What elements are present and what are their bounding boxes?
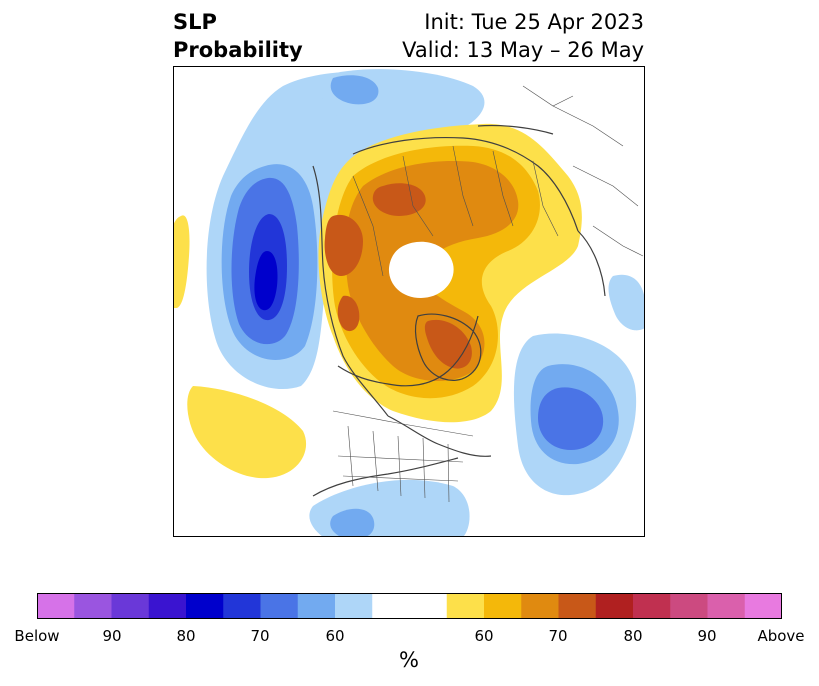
us-above-60-region (187, 386, 307, 479)
colorbar-cell (372, 593, 410, 619)
colorbar-tick-above: Above (757, 627, 805, 645)
atlantic-below-70-contour (538, 387, 604, 450)
valid-range: Valid: 13 May – 26 May (402, 38, 644, 62)
colorbar-frame (37, 593, 782, 619)
colorbar-cell (558, 593, 597, 619)
colorbar-cell (260, 593, 299, 619)
siberia-above-75-contour (324, 214, 363, 276)
colorbar-cell (335, 593, 373, 619)
north-pole-white-region (388, 241, 454, 298)
russia-below-60-region (608, 274, 645, 331)
siberia-below-65-region (330, 75, 379, 105)
colorbar-tick-above-90: 90 (697, 627, 717, 645)
colorbar-cell (148, 593, 187, 619)
colorbar-cell (670, 593, 708, 619)
colorbar-cell (633, 593, 671, 619)
colorbar-tick-above-60: 60 (474, 627, 494, 645)
pacific-below-80-contour (254, 251, 278, 311)
colorbar-cell (409, 593, 448, 619)
pacific-west-above-60-region (173, 215, 190, 308)
colorbar-cell (707, 593, 746, 619)
colorbar-cells (37, 593, 782, 619)
colorbar-cell (186, 593, 224, 619)
colorbar-tick-below-90: 90 (102, 627, 122, 645)
political-borders (332, 85, 644, 503)
colorbar-cell (484, 593, 522, 619)
colorbar-cell (521, 593, 559, 619)
title-type: Probability (173, 38, 303, 62)
colorbar-tick-below-80: 80 (176, 627, 196, 645)
colorbar-cell (297, 593, 336, 619)
forecast-dates: Init: Tue 25 Apr 2023 Valid: 13 May – 26… (402, 8, 644, 64)
colorbar-cell (74, 593, 112, 619)
atlantic-below-normal-region (513, 333, 637, 496)
colorbar-tick-above-80: 80 (623, 627, 643, 645)
greenland-above-75-contour (424, 319, 472, 369)
colorbar-cell (446, 593, 485, 619)
colorbar-cell (37, 593, 75, 619)
southeast-below-65-region (330, 508, 375, 537)
colorbar-tick-below: Below (14, 627, 60, 645)
map-title: SLP Probability (173, 8, 303, 64)
init-date: Init: Tue 25 Apr 2023 (424, 10, 644, 34)
colorbar-tick-below-70: 70 (250, 627, 270, 645)
title-variable: SLP (173, 10, 217, 34)
colorbar-tick-above-70: 70 (548, 627, 568, 645)
colorbar-cell (223, 593, 261, 619)
probability-map (173, 66, 645, 537)
colorbar (37, 593, 782, 619)
colorbar-cell (111, 593, 150, 619)
colorbar-tick-below-60: 60 (325, 627, 345, 645)
colorbar-cell (595, 593, 634, 619)
colorbar-cell (744, 593, 782, 619)
arctic-above-75-contour (372, 183, 426, 216)
coastlines (312, 124, 606, 497)
canada-above-75-contour (337, 295, 360, 332)
map-frame (173, 66, 645, 537)
colorbar-unit-label: % (399, 648, 419, 672)
